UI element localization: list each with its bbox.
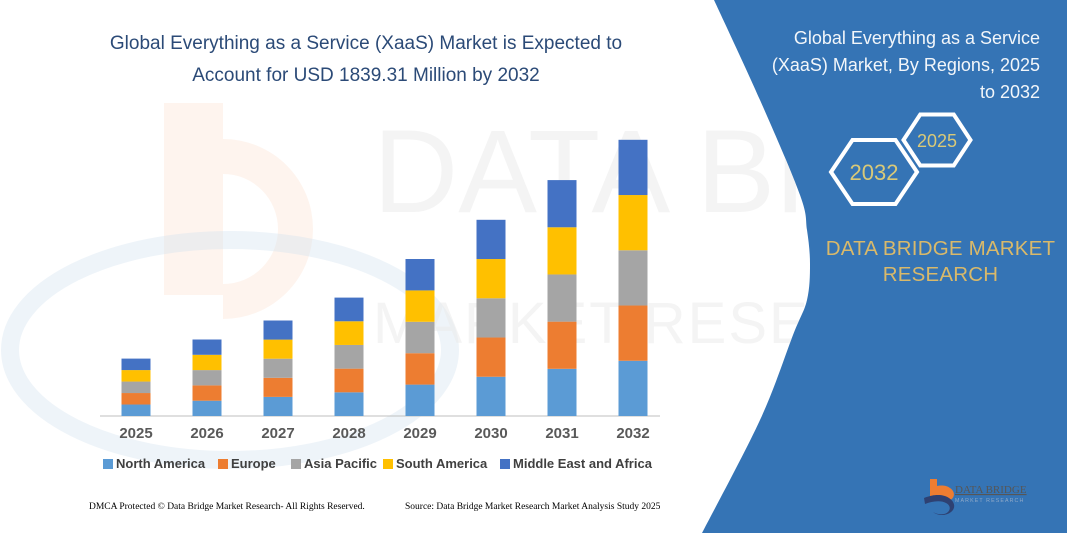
- svg-text:2027: 2027: [261, 425, 294, 442]
- svg-text:2025: 2025: [119, 425, 152, 442]
- svg-text:Source: Data Bridge Market Res: Source: Data Bridge Market Research Mark…: [405, 502, 661, 512]
- svg-text:MARKET RESEARCH: MARKET RESEARCH: [955, 498, 1024, 504]
- svg-text:DATA BRIDGE: DATA BRIDGE: [955, 484, 1027, 496]
- svg-text:2031: 2031: [545, 425, 578, 442]
- svg-text:Europe: Europe: [231, 456, 276, 471]
- svg-text:South America: South America: [396, 456, 488, 471]
- svg-text:Middle East and Africa: Middle East and Africa: [513, 456, 653, 471]
- svg-text:2026: 2026: [190, 425, 223, 442]
- svg-text:2032: 2032: [616, 425, 649, 442]
- svg-text:2029: 2029: [403, 425, 436, 442]
- svg-text:DMCA Protected © Data Bridge M: DMCA Protected © Data Bridge Market Rese…: [89, 501, 365, 512]
- svg-text:North America: North America: [116, 456, 206, 471]
- svg-text:2030: 2030: [474, 425, 507, 442]
- svg-text:Asia Pacific: Asia Pacific: [304, 456, 377, 471]
- svg-text:2028: 2028: [332, 425, 365, 442]
